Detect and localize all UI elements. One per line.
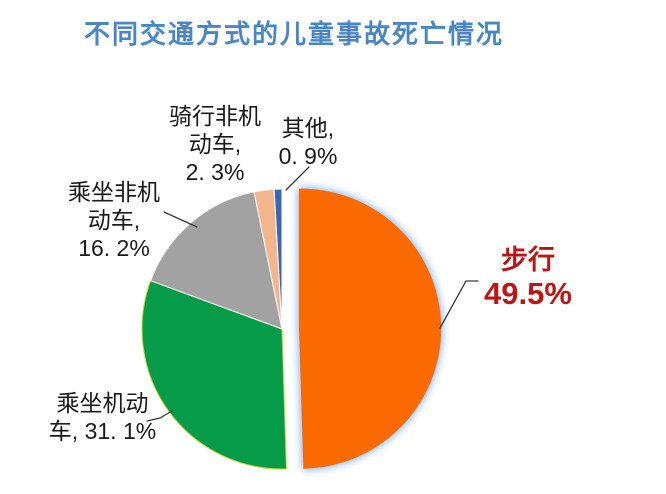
data-label-value: 49.5% xyxy=(484,276,572,311)
data-label-riding-nonmotor: 骑行非机 动车, 2. 3% xyxy=(151,102,279,186)
data-label-motor-passenger: 乘坐机动 车, 31. 1% xyxy=(25,389,180,445)
pie-slice-乘坐非机动车 xyxy=(149,191,283,330)
leader-lines xyxy=(146,166,479,422)
data-label-line: 乘坐机动 xyxy=(56,390,149,416)
data-label-line: 步行 xyxy=(501,245,555,275)
data-label-value: 车, 31. 1% xyxy=(48,418,157,444)
data-label-value: 16. 2% xyxy=(78,235,150,261)
leader-line-other xyxy=(285,166,310,191)
pie-slices xyxy=(141,188,442,470)
data-label-other: 其他, 0. 9% xyxy=(268,114,348,170)
pie-slice-乘坐机动车 xyxy=(141,280,287,470)
chart-title: 不同交通方式的儿童事故死亡情况 xyxy=(84,19,505,49)
leader-line-walking xyxy=(439,280,479,329)
leader-line-nonmotor-passenger xyxy=(163,211,198,228)
pie-slice-其他 xyxy=(273,188,283,330)
pie-slice-步行 xyxy=(299,188,442,469)
data-label-walking: 步行 49.5% xyxy=(468,244,588,312)
data-label-nonmotor-passenger: 乘坐非机 动车, 16. 2% xyxy=(50,178,178,262)
data-label-value: 0. 9% xyxy=(278,143,338,169)
data-label-line: 其他, xyxy=(281,115,335,141)
leader-line-motor-passenger xyxy=(146,410,173,422)
data-label-value: 2. 3% xyxy=(185,159,245,185)
data-label-line: 乘坐非机 xyxy=(68,179,160,205)
data-label-line: 动车, xyxy=(188,131,242,157)
data-label-line: 动车, xyxy=(87,207,141,233)
data-label-line: 骑行非机 xyxy=(169,103,261,129)
